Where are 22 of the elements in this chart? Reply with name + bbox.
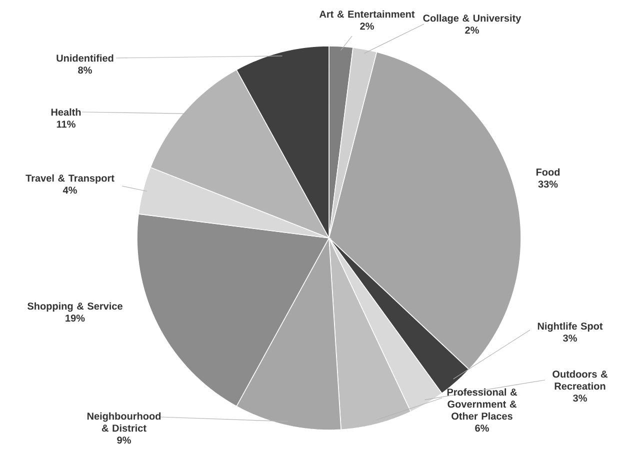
data-label: 3% bbox=[573, 394, 587, 402]
slice-label: Unidentified bbox=[56, 54, 114, 62]
slice-label: Outdoors & Recreation bbox=[552, 370, 608, 390]
slice-label: Professional & Government & Other Places bbox=[447, 388, 517, 420]
data-label: 3% bbox=[563, 334, 577, 342]
slice-label: Collage & University bbox=[423, 14, 522, 24]
data-label: 33% bbox=[538, 180, 558, 188]
data-label: 9% bbox=[117, 436, 131, 444]
slice-label: Nightlife Spot bbox=[538, 322, 603, 332]
data-label: 19% bbox=[66, 314, 85, 322]
slice-label: Health bbox=[51, 108, 81, 116]
data-label: 11% bbox=[56, 120, 76, 128]
data-label: 6% bbox=[475, 424, 489, 432]
slice-label: Shopping & Service bbox=[27, 302, 122, 312]
slice-label: Neighbourhood & District bbox=[87, 412, 161, 432]
data-label: 2% bbox=[465, 26, 479, 34]
slice-label: Travel & Transport bbox=[26, 174, 114, 184]
data-label: 4% bbox=[62, 186, 77, 194]
slice-label: Food bbox=[536, 168, 560, 176]
data-label: 8% bbox=[78, 66, 92, 74]
slice-label: Art & Entertainment bbox=[319, 10, 415, 18]
data-label: 2% bbox=[360, 22, 374, 30]
